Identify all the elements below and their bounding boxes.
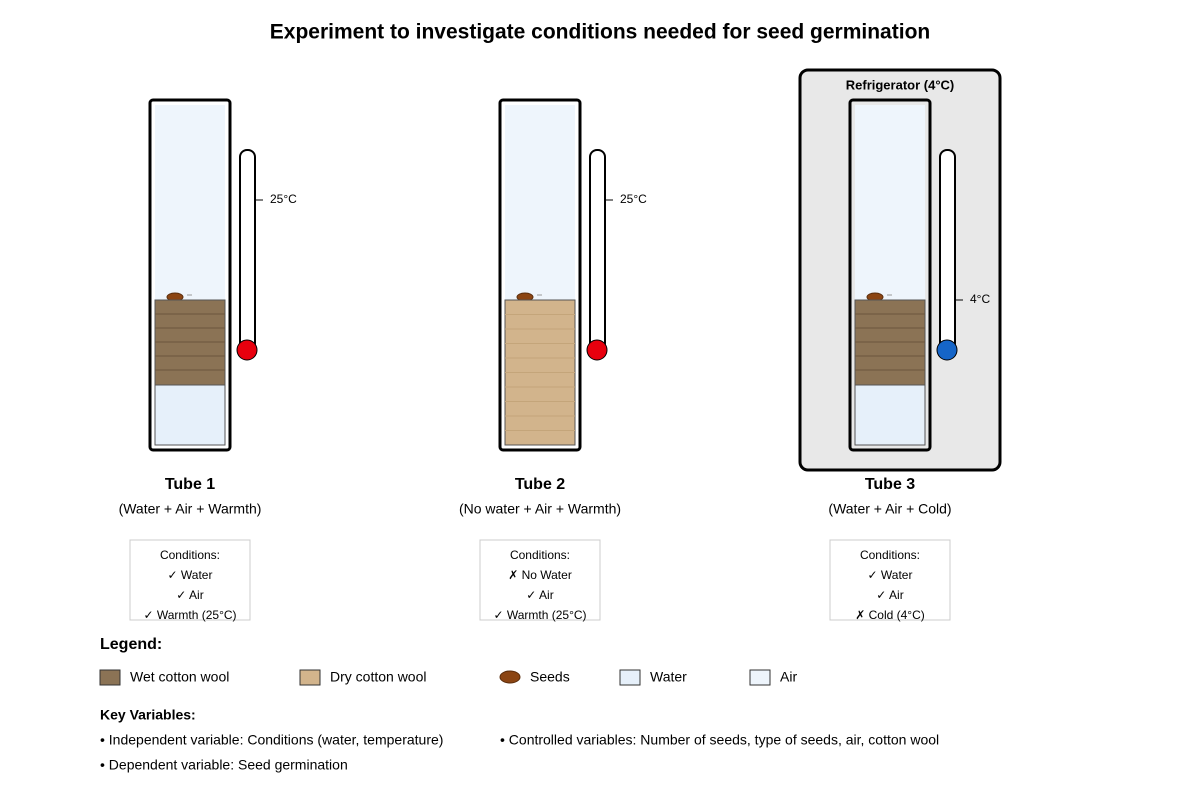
title: Experiment to investigate conditions nee… <box>270 21 930 44</box>
thermometer-label: 25°C <box>270 192 297 206</box>
conditions-heading: Conditions: <box>510 548 570 562</box>
key-variables-title: Key Variables: <box>100 707 196 723</box>
legend-title: Legend: <box>100 636 162 653</box>
thermometer-label: 4°C <box>970 292 990 306</box>
tube <box>148 98 232 452</box>
thermometer <box>239 149 256 351</box>
conditions-box <box>479 539 601 621</box>
key-variable: • Independent variable: Conditions (wate… <box>100 732 443 748</box>
thermometer <box>589 149 606 351</box>
refrigerator-label: Refrigerator (4°C) <box>846 77 955 92</box>
tube-subtitle: (Water + Air + Warmth) <box>119 501 262 517</box>
legend-label: Seeds <box>530 669 570 685</box>
condition-item: ✗ Cold (4°C) <box>855 608 925 622</box>
air <box>855 105 925 300</box>
conditions-box <box>829 539 951 621</box>
legend-swatch <box>99 669 121 686</box>
conditions-heading: Conditions: <box>860 548 920 562</box>
condition-item: ✓ Water <box>868 568 913 582</box>
legend-swatch <box>299 669 321 686</box>
air <box>505 105 575 300</box>
thermometer-bulb <box>236 339 258 361</box>
key-variable: • Dependent variable: Seed germination <box>100 757 348 773</box>
condition-item: ✓ Warmth (25°C) <box>493 608 586 622</box>
thermometer-bulb <box>586 339 608 361</box>
legend-swatch <box>619 669 641 686</box>
legend-label: Water <box>650 669 687 685</box>
legend-label: Air <box>780 669 797 685</box>
tube <box>498 98 582 452</box>
condition-item: ✓ Air <box>876 588 903 602</box>
key-variable: • Controlled variables: Number of seeds,… <box>500 732 939 748</box>
condition-item: ✓ Water <box>168 568 213 582</box>
legend-swatch <box>499 670 521 684</box>
condition-item: ✓ Air <box>526 588 553 602</box>
condition-item: ✓ Warmth (25°C) <box>143 608 236 622</box>
legend-label: Wet cotton wool <box>130 669 229 685</box>
thermometer-label: 25°C <box>620 192 647 206</box>
thermometer-bulb <box>936 339 958 361</box>
tube-label: Tube 2 <box>515 476 565 493</box>
thermometer <box>939 149 956 351</box>
condition-item: ✗ No Water <box>508 568 572 582</box>
conditions-heading: Conditions: <box>160 548 220 562</box>
condition-item: ✓ Air <box>176 588 203 602</box>
water <box>854 384 926 446</box>
tube-subtitle: (Water + Air + Cold) <box>828 501 951 517</box>
air <box>155 105 225 300</box>
legend-label: Dry cotton wool <box>330 669 426 685</box>
tube-label: Tube 3 <box>865 476 915 493</box>
tube-label: Tube 1 <box>165 476 215 493</box>
water <box>154 384 226 446</box>
tube-subtitle: (No water + Air + Warmth) <box>459 501 621 517</box>
conditions-box <box>129 539 251 621</box>
tube <box>848 98 932 452</box>
legend-swatch <box>749 669 771 686</box>
